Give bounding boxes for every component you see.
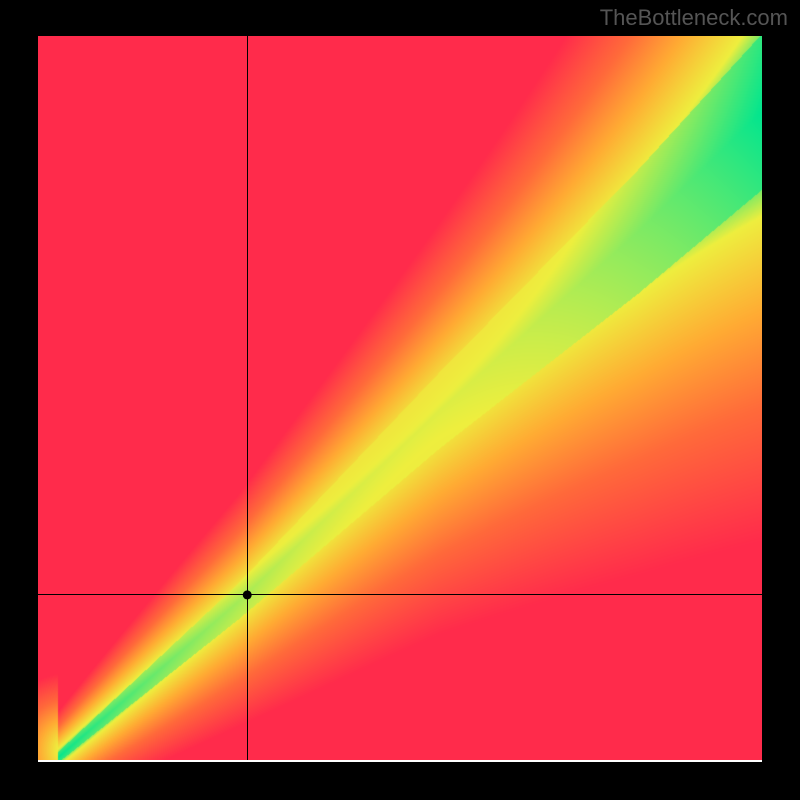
crosshair-dot [243, 590, 252, 599]
crosshair-dot-layer [0, 0, 800, 800]
watermark-text: TheBottleneck.com [600, 5, 788, 31]
chart-container: TheBottleneck.com [0, 0, 800, 800]
